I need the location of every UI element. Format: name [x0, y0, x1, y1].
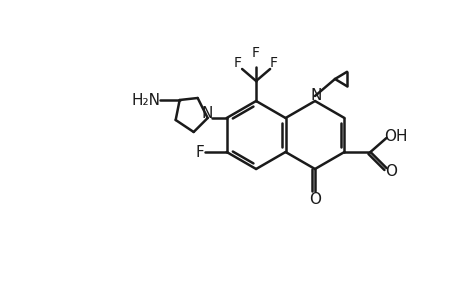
Text: F: F	[252, 46, 259, 60]
Text: H₂N: H₂N	[131, 92, 160, 107]
Text: F: F	[195, 145, 204, 160]
Text: N: N	[202, 106, 213, 121]
Text: F: F	[269, 56, 278, 70]
Text: O: O	[385, 164, 397, 178]
Text: N: N	[310, 88, 321, 103]
Text: F: F	[234, 56, 241, 70]
Text: O: O	[308, 193, 320, 208]
Text: OH: OH	[383, 128, 406, 143]
